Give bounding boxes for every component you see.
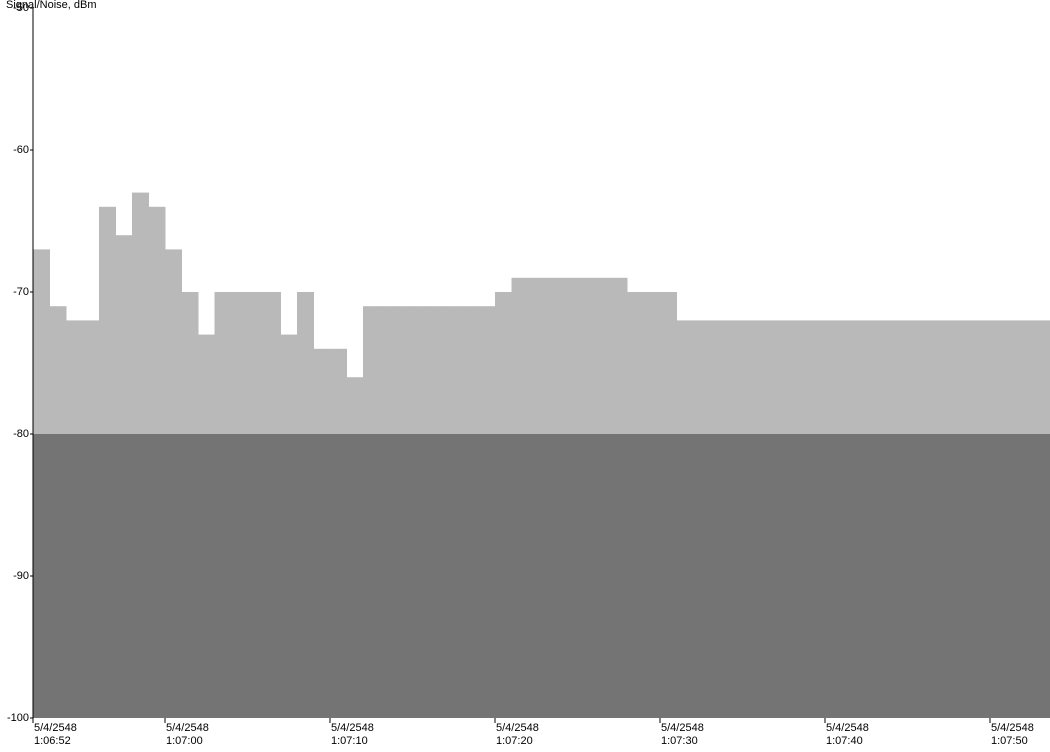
y-tick-label: -60 (13, 144, 29, 156)
series-1-step (1023, 434, 1040, 718)
series-1-step (907, 434, 925, 718)
series-1-step (528, 434, 545, 718)
series-1-step (775, 434, 793, 718)
series-1-step (181, 434, 199, 718)
series-1-step (297, 434, 314, 718)
series-1-step (940, 434, 958, 718)
series-1-step (891, 434, 908, 718)
x-tick-date: 5/4/2548 (166, 722, 209, 734)
series-1-step (924, 434, 941, 718)
x-tick-date: 5/4/2548 (661, 722, 704, 734)
y-tick-label: -100 (7, 712, 29, 724)
series-1-step (132, 434, 149, 718)
series-1-step (445, 434, 463, 718)
series-1-step (561, 434, 578, 718)
x-tick-time: 1:07:20 (496, 735, 533, 747)
series-1-step (412, 434, 430, 718)
series-1-step (198, 434, 215, 718)
series-1-step (759, 434, 776, 718)
series-1-step (825, 434, 842, 718)
y-tick-label: -90 (13, 570, 29, 582)
series-1-step (396, 434, 413, 718)
series-1-step (115, 434, 133, 718)
x-tick-date: 5/4/2548 (826, 722, 869, 734)
y-axis-label: Signal/Noise, dBm (6, 0, 97, 11)
series-1-step (49, 434, 67, 718)
x-tick-date: 5/4/2548 (991, 722, 1034, 734)
x-tick-time: 1:07:30 (661, 735, 698, 747)
series-1-step (429, 434, 446, 718)
series-1-step (33, 434, 50, 718)
x-tick-time: 1:07:40 (826, 735, 863, 747)
series-1-step (709, 434, 727, 718)
series-1-step (660, 434, 677, 718)
series-1-step (511, 434, 529, 718)
series-1-step (610, 434, 628, 718)
y-tick-label: -70 (13, 286, 29, 298)
series-1-step (280, 434, 298, 718)
x-tick-date: 5/4/2548 (496, 722, 539, 734)
series-1-step (495, 434, 512, 718)
series-1-step (66, 434, 83, 718)
x-tick-time: 1:07:10 (331, 735, 368, 747)
series-1-step (742, 434, 760, 718)
series-1-step (577, 434, 595, 718)
series-1-step (594, 434, 611, 718)
series-1-step (1039, 434, 1050, 718)
series-1-step (874, 434, 892, 718)
series-1-step (544, 434, 562, 718)
series-1-step (478, 434, 496, 718)
x-tick-time: 1:06:52 (34, 735, 71, 747)
series-1-step (99, 434, 116, 718)
series-1-step (148, 434, 166, 718)
series-1-step (676, 434, 694, 718)
series-1-step (165, 434, 182, 718)
series-1-step (346, 434, 364, 718)
x-tick-time: 1:07:00 (166, 735, 203, 747)
series-1-step (973, 434, 991, 718)
series-1-step (363, 434, 380, 718)
series-1-step (264, 434, 281, 718)
series-1-step (627, 434, 644, 718)
series-1-step (247, 434, 265, 718)
plot-area (33, 192, 1050, 719)
series-1-step (82, 434, 100, 718)
series-1-step (643, 434, 661, 718)
series-1-step (379, 434, 397, 718)
x-tick-time: 1:07:50 (991, 735, 1028, 747)
series-1-step (858, 434, 875, 718)
series-1-step (462, 434, 479, 718)
series-1-step (990, 434, 1007, 718)
series-1-step (231, 434, 248, 718)
series-1-step (214, 434, 232, 718)
series-1-step (693, 434, 710, 718)
series-1-step (792, 434, 809, 718)
x-tick-date: 5/4/2548 (34, 722, 77, 734)
series-1-step (1006, 434, 1024, 718)
y-tick-label: -80 (13, 428, 29, 440)
y-tick-label: -50 (13, 2, 29, 14)
series-1-step (330, 434, 347, 718)
series-1-step (841, 434, 859, 718)
series-1-step (957, 434, 974, 718)
series-1-step (808, 434, 826, 718)
x-tick-date: 5/4/2548 (331, 722, 374, 734)
series-1-step (726, 434, 743, 718)
series-1-step (313, 434, 331, 718)
